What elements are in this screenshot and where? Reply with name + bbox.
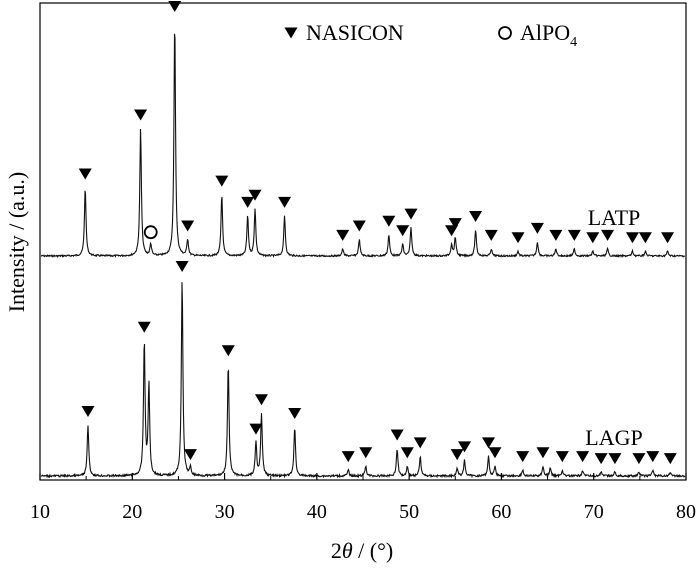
nasicon-marker: [511, 232, 525, 244]
nasicon-marker: [549, 229, 563, 241]
nasicon-marker: [638, 232, 652, 244]
series-line-latp: [40, 33, 686, 259]
x-tick-label: 40: [307, 501, 327, 523]
nasicon-marker: [352, 220, 366, 232]
nasicon-marker: [516, 451, 530, 463]
nasicon-marker: [663, 453, 677, 465]
nasicon-marker: [555, 451, 569, 463]
nasicon-marker: [336, 229, 350, 241]
nasicon-marker: [78, 168, 92, 180]
series-label-layer: LATP LAGP: [585, 205, 642, 450]
nasicon-marker: [646, 451, 660, 463]
x-tick-label: 50: [399, 501, 419, 523]
legend: NASICON AlPO4: [284, 20, 577, 50]
nasicon-marker: [390, 429, 404, 441]
nasicon-marker: [530, 222, 544, 234]
nasicon-marker: [215, 175, 229, 187]
nasicon-marker: [168, 1, 182, 12]
nasicon-marker: [458, 441, 472, 453]
plot-frame: [39, 2, 687, 481]
nasicon-marker: [249, 423, 263, 435]
nasicon-marker: [482, 437, 496, 449]
nasicon-marker: [137, 321, 151, 333]
nasicon-marker: [241, 196, 255, 208]
nasicon-marker: [400, 447, 414, 459]
nasicon-marker: [608, 453, 622, 465]
nasicon-marker: [567, 229, 581, 241]
nasicon-marker: [601, 229, 615, 241]
nasicon-marker: [134, 109, 148, 121]
nasicon-marker: [382, 215, 396, 227]
nasicon-marker: [175, 261, 189, 272]
legend-alpo4-marker: [498, 26, 512, 40]
nasicon-marker: [183, 449, 197, 461]
nasicon-marker: [625, 232, 639, 244]
alpo4-marker: [143, 225, 158, 240]
nasicon-marker: [181, 220, 195, 232]
series-line-lagp: [40, 282, 686, 479]
x-tick-label: 70: [584, 501, 604, 523]
y-axis-label: Intensity / (a.u.): [4, 172, 29, 313]
x-tick-label: 80: [676, 501, 696, 523]
legend-nasicon-marker: [284, 27, 298, 39]
nasicon-marker: [278, 196, 292, 208]
x-tick-label: 20: [122, 501, 142, 523]
marker-layer: [78, 1, 677, 465]
nasicon-marker: [586, 232, 600, 244]
nasicon-marker: [221, 345, 235, 357]
nasicon-marker: [413, 437, 427, 449]
nasicon-marker: [341, 451, 355, 463]
nasicon-marker: [404, 208, 418, 220]
nasicon-marker: [359, 447, 373, 459]
nasicon-marker: [594, 453, 608, 465]
series-label-lagp: LAGP: [585, 425, 642, 450]
x-tick-label: 30: [215, 501, 235, 523]
legend-nasicon-label: NASICON: [306, 20, 404, 45]
x-tick-label: 10: [30, 501, 50, 523]
nasicon-marker: [632, 453, 646, 465]
series-label-latp: LATP: [588, 205, 641, 230]
nasicon-marker: [484, 229, 498, 241]
nasicon-marker: [81, 406, 95, 418]
x-axis-ticks: 10 20 30 40 50 60 70 80: [30, 473, 696, 523]
x-axis-label: 2θ / (°): [331, 538, 393, 563]
nasicon-marker: [448, 218, 462, 230]
nasicon-marker: [488, 447, 502, 459]
series-layer: [40, 33, 686, 479]
nasicon-marker: [469, 211, 483, 223]
nasicon-marker: [450, 449, 464, 461]
nasicon-marker: [536, 447, 550, 459]
nasicon-marker: [661, 232, 675, 244]
nasicon-marker: [288, 408, 302, 419]
nasicon-marker: [254, 394, 268, 406]
nasicon-marker: [396, 225, 410, 237]
x-tick-label: 60: [491, 501, 511, 523]
nasicon-marker: [576, 451, 590, 463]
nasicon-marker: [248, 189, 262, 201]
legend-alpo4-label: AlPO4: [520, 20, 577, 50]
